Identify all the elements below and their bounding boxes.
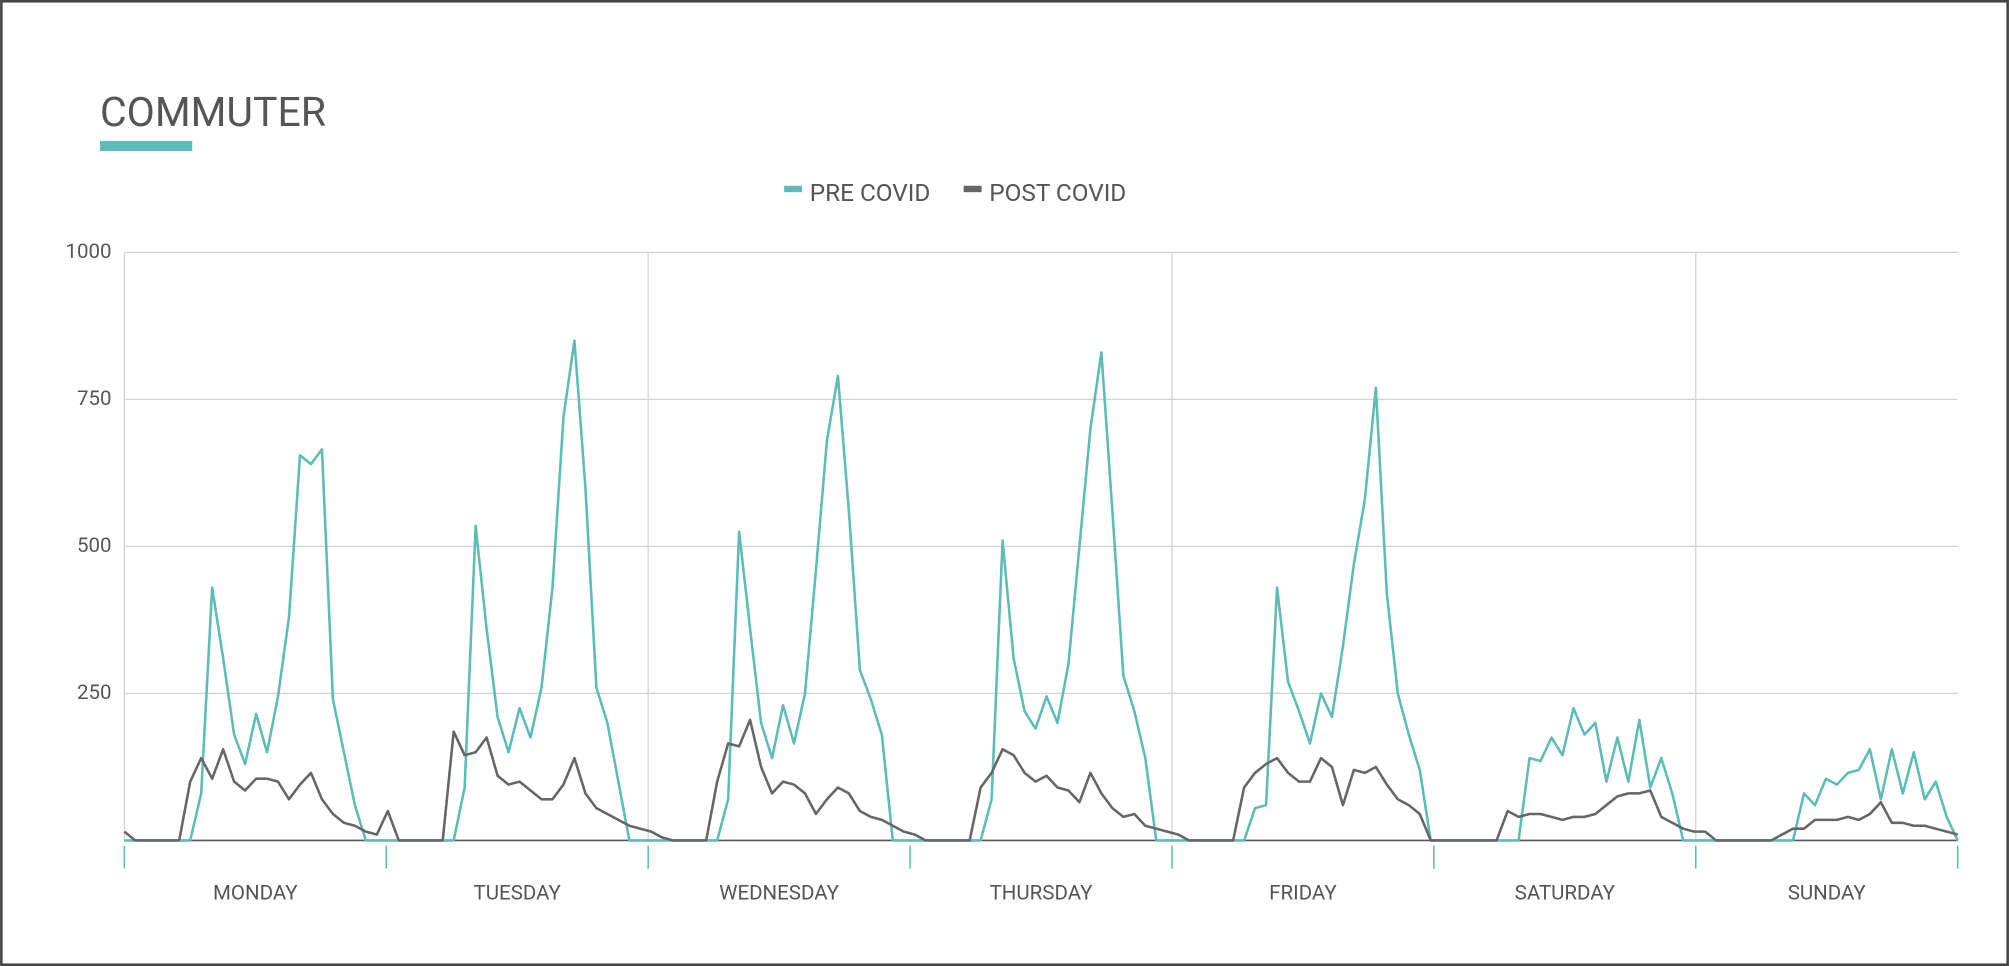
y-tick-label: 750 (77, 387, 112, 411)
legend: PRE COVID POST COVID (784, 178, 1126, 207)
y-tick-label: 250 (77, 681, 112, 705)
legend-swatch (784, 185, 803, 193)
x-tick-label: WEDNESDAY (719, 882, 839, 906)
legend-label: POST COVID (989, 178, 1126, 207)
x-tick-label: FRIDAY (1269, 882, 1337, 906)
y-tick-label: 500 (77, 534, 112, 558)
legend-label: PRE COVID (810, 178, 931, 207)
x-tick-label: TUESDAY (474, 882, 562, 906)
chart-title: COMMUTER (100, 89, 326, 137)
x-tick-label: SATURDAY (1515, 882, 1616, 906)
title-underline (99, 140, 193, 152)
x-tick-label: THURSDAY (990, 882, 1094, 906)
x-tick-label: MONDAY (213, 882, 298, 906)
y-tick-label: 1000 (65, 240, 111, 264)
x-tick-label: SUNDAY (1788, 882, 1867, 906)
data-line (123, 718, 1959, 842)
legend-swatch (963, 185, 982, 193)
